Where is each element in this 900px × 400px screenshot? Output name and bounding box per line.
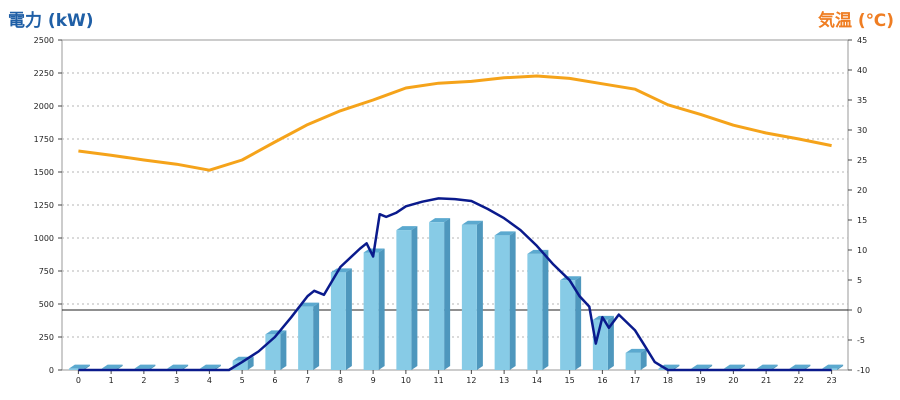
right-axis-tick-label: -5	[857, 336, 865, 345]
left-axis-tick-label: 1250	[34, 201, 54, 210]
power-bar	[363, 248, 385, 370]
right-axis-tick-label: -10	[857, 366, 870, 375]
x-axis-tick-label: 2	[141, 376, 146, 385]
plot-border	[61, 39, 849, 371]
power-bar	[527, 249, 549, 370]
x-axis-tick-label: 8	[338, 376, 343, 385]
x-axis-tick-label: 15	[565, 376, 575, 385]
left-axis-title: 電力 (kW)	[8, 11, 94, 31]
right-axis-tick-label: 10	[857, 246, 867, 255]
x-axis-tick-label: 18	[663, 376, 673, 385]
temperature-line	[78, 74, 832, 172]
left-axis-tick-label: 1750	[34, 135, 54, 144]
right-axis-tick-label: 5	[857, 276, 862, 285]
power-bar	[298, 302, 320, 370]
power-bar	[461, 220, 483, 370]
right-axis-tick-label: 25	[857, 156, 867, 165]
power-bar	[560, 276, 582, 370]
right-axis-tick-label: 45	[857, 36, 867, 45]
right-axis-tick-label: 40	[857, 66, 867, 75]
x-axis-tick-label: 7	[305, 376, 310, 385]
power-bar	[330, 268, 352, 370]
x-axis-tick-label: 5	[240, 376, 245, 385]
right-axis-tick-label: 35	[857, 96, 867, 105]
x-axis-tick-label: 20	[728, 376, 738, 385]
right-axis-tick-label: 0	[857, 306, 862, 315]
power-line	[78, 197, 832, 372]
right-axis-tick-label: 20	[857, 186, 867, 195]
x-axis-tick-label: 10	[401, 376, 411, 385]
x-axis-tick-label: 12	[466, 376, 476, 385]
power-bar	[429, 218, 451, 370]
x-axis-tick-label: 23	[827, 376, 837, 385]
x-axis-tick-label: 16	[597, 376, 607, 385]
power-bar	[396, 226, 418, 370]
power-bar	[494, 231, 516, 370]
left-axis-tick-label: 750	[39, 267, 54, 276]
left-axis-tick-label: 0	[49, 366, 54, 375]
x-axis-tick-label: 22	[794, 376, 804, 385]
left-axis-tick-label: 1500	[34, 168, 54, 177]
power-bar	[592, 315, 614, 370]
right-axis-tick-label: 15	[857, 216, 867, 225]
x-axis-tick-label: 21	[761, 376, 771, 385]
x-axis-tick-label: 6	[272, 376, 277, 385]
x-axis-tick-label: 1	[109, 376, 114, 385]
x-axis-tick-label: 4	[207, 376, 212, 385]
x-axis-tick-label: 14	[532, 376, 542, 385]
x-axis-tick-label: 0	[76, 376, 81, 385]
power-bar	[625, 348, 647, 370]
x-axis-tick-label: 3	[174, 376, 179, 385]
left-axis-tick-label: 2250	[34, 69, 54, 78]
x-axis-tick-label: 19	[696, 376, 706, 385]
left-axis-tick-label: 250	[39, 333, 54, 342]
x-axis-tick-label: 9	[371, 376, 376, 385]
left-axis-tick-label: 2000	[34, 102, 54, 111]
x-axis-tick-label: 17	[630, 376, 640, 385]
x-axis-tick-label: 11	[434, 376, 444, 385]
x-axis-tick-label: 13	[499, 376, 509, 385]
left-axis-tick-label: 2500	[34, 36, 54, 45]
power-bar	[232, 356, 254, 370]
right-axis-title: 気温 (℃)	[817, 11, 894, 31]
left-axis-tick-label: 500	[39, 300, 54, 309]
power-bar	[68, 364, 90, 370]
right-axis-tick-label: 30	[857, 126, 867, 135]
left-axis-tick-label: 1000	[34, 234, 54, 243]
